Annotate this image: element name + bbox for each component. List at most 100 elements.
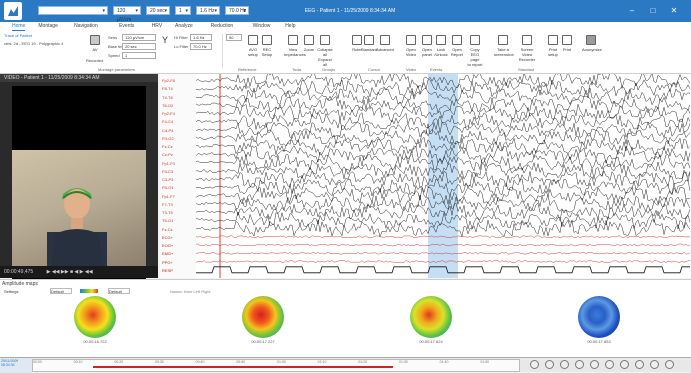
rec-button[interactable]: REC Setup: [258, 35, 276, 57]
group-tools-label: Tools: [292, 67, 302, 72]
topographic-map[interactable]: [578, 296, 620, 338]
eeg-trace-area[interactable]: [196, 74, 691, 278]
tab-analyze[interactable]: Analyze: [175, 23, 193, 29]
ribbon-button-label: AVG: [248, 47, 258, 52]
quick-access-select-2[interactable]: 20 sec ▾: [146, 6, 170, 15]
color-scale: [80, 289, 98, 293]
impedance-button[interactable]: View Impedances: [284, 35, 306, 57]
timeline-nav-button[interactable]: [560, 360, 569, 369]
advanced-button[interactable]: Advanced: [376, 35, 394, 52]
timeline-nav-button[interactable]: [620, 360, 629, 369]
panel-button[interactable]: Open panel: [418, 35, 436, 57]
amplitude-title: Amplitude maps: [2, 281, 38, 287]
timeline-tick: 01:50: [480, 360, 490, 364]
channel-label: Fp1-F7: [162, 193, 175, 199]
tab-hrv[interactable]: HRV: [151, 23, 163, 29]
maximize-button[interactable]: □: [650, 6, 656, 15]
channel-label: C4-P4: [162, 127, 174, 133]
timeline-bar: 25/11/2009 08:34:34 00:00 00:10 00:20 00:30…: [0, 357, 691, 373]
timeline-nav-button[interactable]: [575, 360, 584, 369]
hi-filter-select[interactable]: 1.6 Hz: [190, 34, 212, 41]
timeline-nav-button[interactable]: [635, 360, 644, 369]
tab-reduction[interactable]: Reduction: [210, 23, 234, 29]
anonymize-button[interactable]: Anonymize: [582, 35, 602, 52]
camera-button[interactable]: Take a screenshot: [494, 35, 514, 57]
topographic-map[interactable]: [410, 296, 452, 338]
lock-button[interactable]: Lock/Unlock: [432, 35, 450, 57]
tab-window[interactable]: Window: [252, 23, 271, 29]
filter-icon-button[interactable]: Y: [158, 35, 172, 47]
lo-filter-select[interactable]: 70.0 Hz: [190, 43, 212, 50]
window-title: EEG - Patient 1 - 11/25/2009 8:34:34 AM: [304, 8, 396, 14]
timeline-tick: 01:10: [317, 360, 327, 364]
tab-home[interactable]: Home: [12, 23, 26, 31]
quick-access-select-5[interactable]: 70.0 Hz ▾: [225, 6, 249, 15]
timeline-nav-button[interactable]: [650, 360, 659, 369]
chevron-down-icon: ▾: [243, 8, 246, 14]
panel-icon: [422, 35, 432, 45]
zoom-button[interactable]: Zoom: [300, 35, 318, 52]
sens-label: Sens: [108, 35, 118, 40]
ribbon-button-label: Lock: [436, 47, 446, 52]
eeg-trace: [196, 210, 691, 230]
play-controls-icon[interactable]: ▶ ◀◀ ▶▶ ■ ◀ ▶ ◀◀: [46, 269, 93, 275]
speed-select[interactable]: 1: [122, 52, 156, 59]
recorder-button[interactable]: Screen Video Recorder: [518, 35, 536, 62]
channel-labels: Fp2-F8 F8-T4 T4-T6 T6-O2 Fp2-F4 F4-C4 C4-P4 P4-…: [160, 74, 196, 278]
copy-button[interactable]: Copy EEG page to report: [466, 35, 484, 67]
quick-access-select-4[interactable]: 1.6 Hz ▾: [196, 6, 220, 15]
collapse-button[interactable]: Collapse all Expand all: [316, 35, 334, 67]
tab-navigation[interactable]: Navigation: [74, 23, 98, 29]
video-button[interactable]: Open Video: [402, 35, 420, 57]
standard-button[interactable]: Standard: [360, 35, 378, 52]
report-button[interactable]: Open Report: [448, 35, 466, 57]
montage-av-button[interactable]: AV: [86, 35, 104, 52]
tab-events[interactable]: Events: [119, 23, 135, 29]
eeg-trace: [196, 243, 691, 247]
timeline-nav-button[interactable]: [590, 360, 599, 369]
base-time-select[interactable]: 20 sec: [122, 43, 156, 50]
notch-select[interactable]: 50: [226, 34, 242, 41]
channel-label: EMG+: [162, 251, 174, 257]
timeline-nav-button[interactable]: [545, 360, 554, 369]
timeline-nav-button[interactable]: [605, 360, 614, 369]
tab-montage[interactable]: Montage: [38, 23, 58, 29]
tab-help[interactable]: Help: [285, 23, 296, 29]
timeline-tick: 00:40: [195, 360, 205, 364]
channel-label: Cz-Pz: [162, 152, 173, 158]
lo-filter-label: Lo Filter: [174, 44, 189, 49]
ribbon-button-label: Open: [422, 47, 432, 52]
sens-select[interactable]: 120 µV/cm: [122, 34, 156, 41]
video-icon: [406, 35, 416, 45]
ruler-button[interactable]: Ruler: [348, 35, 366, 52]
channel-label: T4-T6: [162, 94, 173, 100]
print-button[interactable]: Print: [558, 35, 576, 52]
ribbon-button-label: Report: [450, 52, 463, 57]
copy-icon: [470, 35, 480, 45]
amp-default-select-1[interactable]: Default: [50, 288, 72, 294]
quick-access-select-1[interactable]: 120 µV/cm ▾: [113, 6, 141, 23]
close-button[interactable]: ✕: [670, 6, 678, 15]
camera-icon: [498, 35, 508, 45]
quick-access-select-3[interactable]: 1 ▾: [175, 6, 191, 15]
topographic-map[interactable]: [74, 296, 116, 338]
video-frame[interactable]: [12, 86, 146, 280]
ribbon-button-label: Collapse all: [317, 47, 333, 57]
base-time-label: Base time: [108, 44, 126, 49]
avg-button[interactable]: AVG setup: [244, 35, 262, 57]
channel-label: F3-C3: [162, 168, 174, 174]
timeline-nav-button[interactable]: [665, 360, 674, 369]
quick-access-select-0[interactable]: ▾: [38, 6, 108, 15]
timeline-strip[interactable]: 00:00 00:10 00:20 00:30 00:40 00:50 01:00 01:10…: [32, 359, 520, 372]
timeline-nav-button[interactable]: [530, 360, 539, 369]
patient-name: Trace of Patient: [4, 33, 33, 38]
minimize-button[interactable]: –: [629, 6, 635, 15]
print-setup-button[interactable]: Print setup: [544, 35, 562, 57]
chevron-down-icon: ▾: [164, 8, 167, 14]
channel-label: T6-O2: [162, 102, 174, 108]
topographic-map[interactable]: [242, 296, 284, 338]
lock-icon: [436, 35, 446, 45]
settings-button[interactable]: Settings: [4, 289, 19, 294]
amp-default-select-2[interactable]: Default: [108, 288, 130, 294]
video-player-controls[interactable]: 00:00:49,475 ▶ ◀◀ ▶▶ ■ ◀ ▶ ◀◀: [0, 266, 158, 278]
